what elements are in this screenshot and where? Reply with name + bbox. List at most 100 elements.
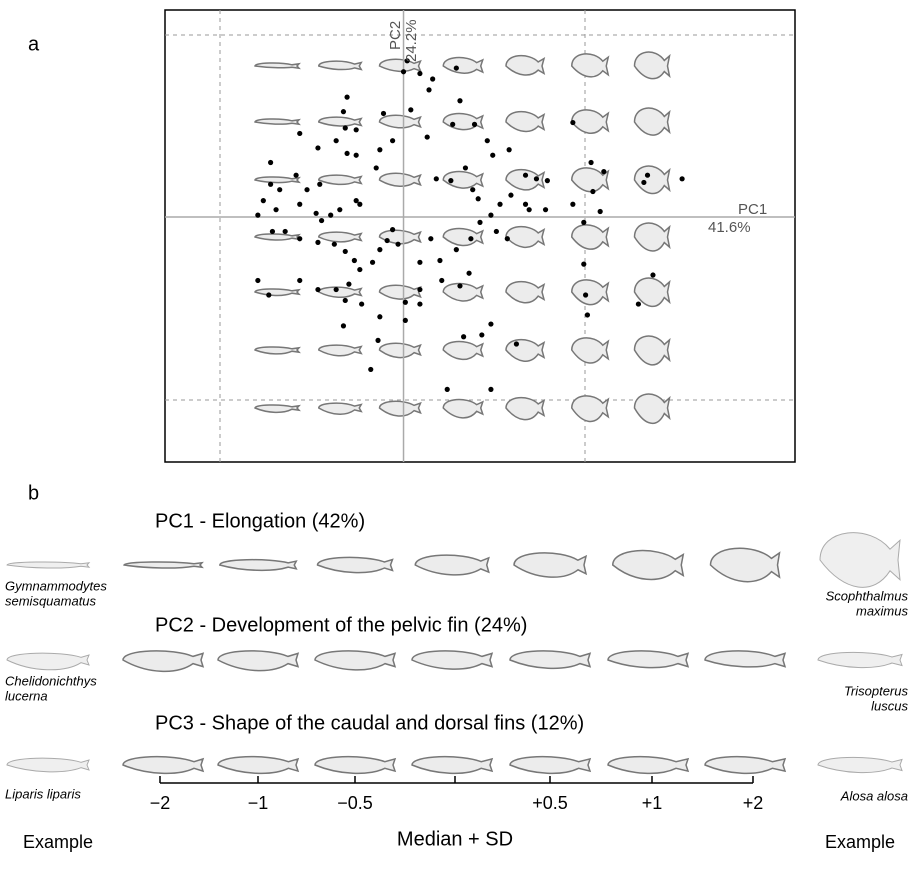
point [395, 241, 401, 247]
shape-outline [254, 404, 301, 414]
axes [165, 10, 795, 462]
point [337, 207, 343, 213]
point [404, 58, 410, 64]
point [268, 159, 274, 166]
point [353, 127, 359, 133]
point [408, 107, 414, 113]
point [293, 172, 299, 178]
scale-tick-label: −0.5 [337, 793, 373, 813]
shape-outline [442, 112, 484, 131]
point [590, 188, 596, 195]
example-right [819, 532, 901, 588]
point [317, 181, 323, 187]
point [597, 208, 603, 215]
point [377, 147, 383, 153]
point [542, 207, 549, 213]
point [297, 277, 303, 284]
shape-grid [254, 51, 671, 424]
point [346, 281, 352, 287]
species-name: Liparis liparis [5, 786, 81, 801]
shape-outline [570, 279, 610, 306]
point [373, 165, 379, 171]
point [493, 228, 499, 235]
point [400, 69, 407, 75]
point [466, 270, 472, 276]
shape-outline [633, 335, 671, 366]
point [277, 187, 283, 193]
point [457, 283, 463, 289]
shape-outline [317, 231, 363, 243]
panel-label: a [28, 33, 40, 55]
point [581, 261, 587, 267]
y-axis-label: PC2 [387, 21, 404, 50]
shape-outline [505, 226, 546, 248]
shape-outline [414, 554, 490, 576]
shape-outline [509, 755, 592, 775]
species-name: lucerna [5, 688, 48, 703]
point [390, 138, 396, 144]
shape-outline [633, 277, 671, 307]
point [522, 201, 529, 207]
point [351, 257, 357, 264]
point [581, 219, 587, 225]
point [439, 277, 445, 284]
point [331, 241, 337, 247]
shape-outline [122, 755, 205, 775]
point [375, 337, 381, 343]
shape-outline [570, 224, 610, 250]
point [340, 109, 347, 115]
point [477, 219, 483, 225]
shape-outline [254, 346, 301, 355]
point [426, 87, 432, 93]
point [679, 176, 685, 182]
point [297, 130, 303, 137]
shape-outline [709, 547, 781, 583]
example-right [817, 756, 903, 774]
point [268, 181, 274, 187]
species-name: Gymnammodytes [5, 578, 107, 593]
point [488, 386, 494, 392]
shape-outline [442, 282, 484, 302]
point [417, 70, 423, 77]
shape-outline [123, 561, 204, 569]
point [369, 259, 376, 265]
shape-outline [633, 165, 671, 195]
shape-outline [570, 53, 610, 78]
point [570, 201, 576, 207]
shape-outline [442, 340, 484, 361]
point [390, 227, 396, 233]
point [433, 176, 439, 182]
point [377, 314, 383, 320]
shape-outline [317, 116, 363, 127]
shape-outline [411, 755, 494, 775]
point [353, 198, 359, 204]
shape-outline [505, 397, 546, 421]
point [417, 286, 423, 293]
scale-tick-label: −1 [248, 793, 269, 813]
shape-outline [505, 169, 546, 191]
shape-outline [317, 174, 363, 186]
point [357, 266, 363, 273]
point [488, 212, 494, 218]
point [384, 237, 390, 244]
point [380, 110, 387, 117]
point [266, 292, 272, 298]
point [402, 317, 408, 324]
shape-outline [570, 167, 610, 193]
point [368, 366, 374, 373]
point [333, 138, 339, 144]
shape-outline [378, 400, 422, 417]
shape-outline [254, 233, 301, 241]
point [269, 228, 276, 235]
point [488, 321, 494, 327]
plot-frame [164, 9, 796, 463]
scale-ticks: −2 −1 −0.5 +0.5 +1 +2 [150, 776, 763, 813]
point [313, 210, 319, 216]
point [318, 217, 325, 224]
point [353, 152, 359, 158]
shape-outline [633, 393, 671, 424]
point [342, 125, 348, 131]
point [588, 159, 594, 166]
shape-outline [704, 755, 787, 775]
shape-outline [442, 56, 484, 74]
